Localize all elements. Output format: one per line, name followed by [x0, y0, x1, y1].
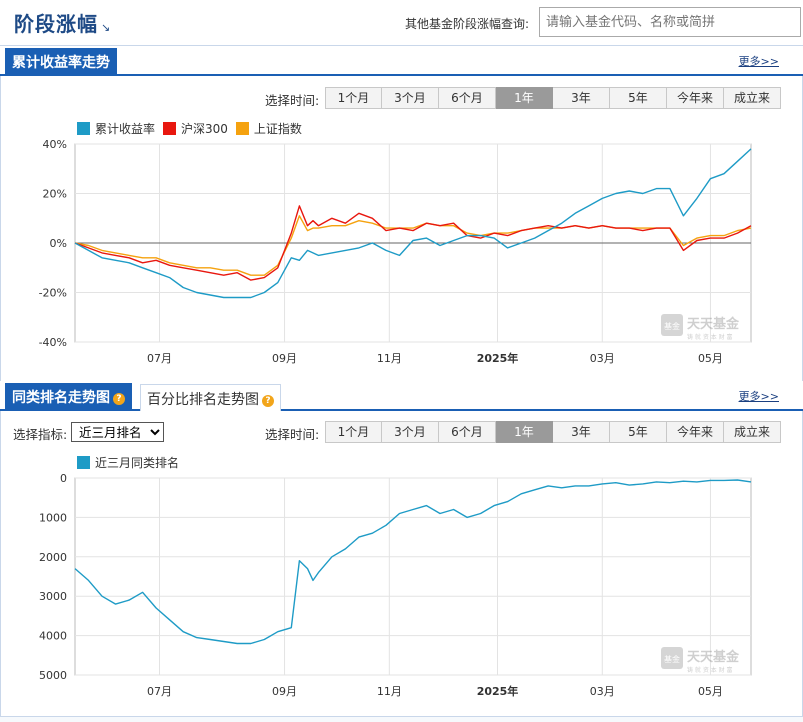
top-bar: 阶段涨幅 ↘ 其他基金阶段涨幅查询: [0, 0, 803, 46]
watermark-subtext: 铸 就 资 本 财 富 [687, 333, 733, 341]
time-option-6[interactable]: 5年 [610, 421, 667, 443]
tab-percent-ranking-label: 百分比排名走势图 [147, 392, 259, 408]
time-option-5[interactable]: 3年 [553, 421, 610, 443]
section-ranking-header: 同类排名走势图? 百分比排名走势图? 更多>> [0, 381, 803, 411]
bottom-divider [0, 716, 803, 722]
legend-item-hs300[interactable]: 沪深300 [163, 120, 228, 137]
time-option-3[interactable]: 6个月 [439, 421, 496, 443]
tab-peer-ranking-label: 同类排名走势图 [12, 390, 110, 406]
y-tick-label: 5000 [39, 669, 67, 682]
legend-label-fund: 累计收益率 [95, 122, 156, 136]
x-tick-label: 2025年 [477, 684, 519, 698]
y-tick-label: 4000 [39, 630, 67, 643]
y-tick-label: 0% [50, 237, 67, 250]
time-select-label: 选择时间: [265, 93, 320, 108]
tab-percent-ranking[interactable]: 百分比排名走势图? [140, 384, 281, 411]
time-option-7[interactable]: 今年来 [667, 87, 724, 109]
series-line-2 [74, 205, 752, 281]
legend-label-rank: 近三月同类排名 [95, 456, 180, 470]
legend-item-sh[interactable]: 上证指数 [235, 120, 302, 137]
y-tick-label: 1000 [39, 511, 67, 524]
y-tick-label: -40% [39, 336, 67, 349]
metric-select[interactable]: 近三月排名 [71, 422, 164, 442]
time-select-label: 选择时间: [265, 427, 320, 442]
x-tick-label: 09月 [272, 352, 297, 365]
time-option-1[interactable]: 1个月 [325, 87, 382, 109]
peer-ranking-chart: 07月 09月 11月 2025年 03月 05月 0 1000 2000 3000 4000 500… [39, 472, 752, 698]
legend-item-fund[interactable]: 累计收益率 [77, 120, 155, 137]
legend-swatch-hs300 [163, 122, 177, 135]
panel-ranking: 选择指标: 近三月排名 选择时间: 1个月 3个月 6个月 1年 3年 5年 今年来 成立来 … [0, 411, 803, 716]
x-tick-label: 2025年 [477, 351, 519, 365]
y-tick-label: 3000 [39, 590, 67, 603]
watermark-subtext: 铸 就 资 本 财 富 [687, 666, 733, 674]
watermark-badge [661, 647, 683, 669]
help-icon[interactable]: ? [262, 395, 274, 407]
x-tick-label: 03月 [590, 352, 615, 365]
legend-swatch-rank [77, 456, 90, 469]
x-tick-label: 11月 [377, 685, 402, 698]
plot-area [74, 477, 752, 676]
y-tick-label: 20% [43, 188, 67, 201]
time-option-5[interactable]: 3年 [553, 87, 610, 109]
x-tick-label: 07月 [147, 685, 172, 698]
time-option-4[interactable]: 1年 [496, 87, 553, 109]
page-title: 阶段涨幅 [14, 12, 98, 36]
watermark-badge-text: 基金 [664, 654, 680, 664]
more-link-cumulative[interactable]: 更多>> [738, 55, 779, 68]
watermark-text: 天天基金 [687, 316, 740, 332]
y-tick-label: 40% [43, 138, 67, 151]
legend-ranking: 近三月同类排名 [77, 454, 179, 471]
legend-label-sh: 上证指数 [253, 122, 302, 136]
tab-cumulative-return[interactable]: 累计收益率走势 [5, 48, 117, 76]
series-line-1 [74, 479, 752, 645]
time-option-6[interactable]: 5年 [610, 87, 667, 109]
y-tick-label: 2000 [39, 551, 67, 564]
x-tick-label: 05月 [698, 352, 723, 365]
y-tick-label: 0 [60, 472, 67, 485]
legend-swatch-sh [235, 122, 249, 135]
fund-search-input[interactable] [539, 7, 801, 37]
time-option-8[interactable]: 成立来 [724, 87, 781, 109]
time-option-8[interactable]: 成立来 [724, 421, 781, 443]
panel-cumulative: 选择时间: 1个月 3个月 6个月 1年 3年 5年 今年来 成立来 累计收益率 沪深300 … [0, 76, 803, 381]
series-line-1 [74, 148, 752, 299]
legend-item-rank[interactable]: 近三月同类排名 [77, 454, 179, 471]
legend-swatch-fund [77, 122, 90, 135]
more-link-ranking[interactable]: 更多>> [738, 390, 779, 403]
x-tick-label: 11月 [377, 352, 402, 365]
legend-label-hs300: 沪深300 [181, 122, 228, 136]
metric-select-label: 选择指标: [13, 427, 68, 442]
watermark-badge-text: 基金 [664, 321, 680, 331]
watermark-text: 天天基金 [687, 649, 740, 665]
x-tick-label: 07月 [147, 352, 172, 365]
title-arrow-icon: ↘ [101, 21, 111, 34]
watermark-badge [661, 314, 683, 336]
time-option-1[interactable]: 1个月 [325, 421, 382, 443]
y-tick-label: -20% [39, 287, 67, 300]
time-option-2[interactable]: 3个月 [382, 87, 439, 109]
time-option-7[interactable]: 今年来 [667, 421, 724, 443]
cumulative-return-chart: 07月 09月 11月 2025年 03月 05月 40% 20% 0% -20% -40% 基金 天天… [39, 138, 752, 365]
time-option-3[interactable]: 6个月 [439, 87, 496, 109]
x-tick-label: 05月 [698, 685, 723, 698]
time-option-4[interactable]: 1年 [496, 421, 553, 443]
search-label: 其他基金阶段涨幅查询: [405, 17, 530, 31]
time-range-group-2: 1个月 3个月 6个月 1年 3年 5年 今年来 成立来 [325, 421, 781, 443]
legend-cumulative: 累计收益率 沪深300 上证指数 [77, 120, 302, 137]
section-cumulative-header: 累计收益率走势 更多>> [0, 46, 803, 76]
help-icon[interactable]: ? [113, 393, 125, 405]
tab-peer-ranking[interactable]: 同类排名走势图? [5, 383, 132, 411]
time-range-group-1: 1个月 3个月 6个月 1年 3年 5年 今年来 成立来 [325, 87, 781, 109]
x-tick-label: 03月 [590, 685, 615, 698]
time-option-2[interactable]: 3个月 [382, 421, 439, 443]
x-tick-label: 09月 [272, 685, 297, 698]
